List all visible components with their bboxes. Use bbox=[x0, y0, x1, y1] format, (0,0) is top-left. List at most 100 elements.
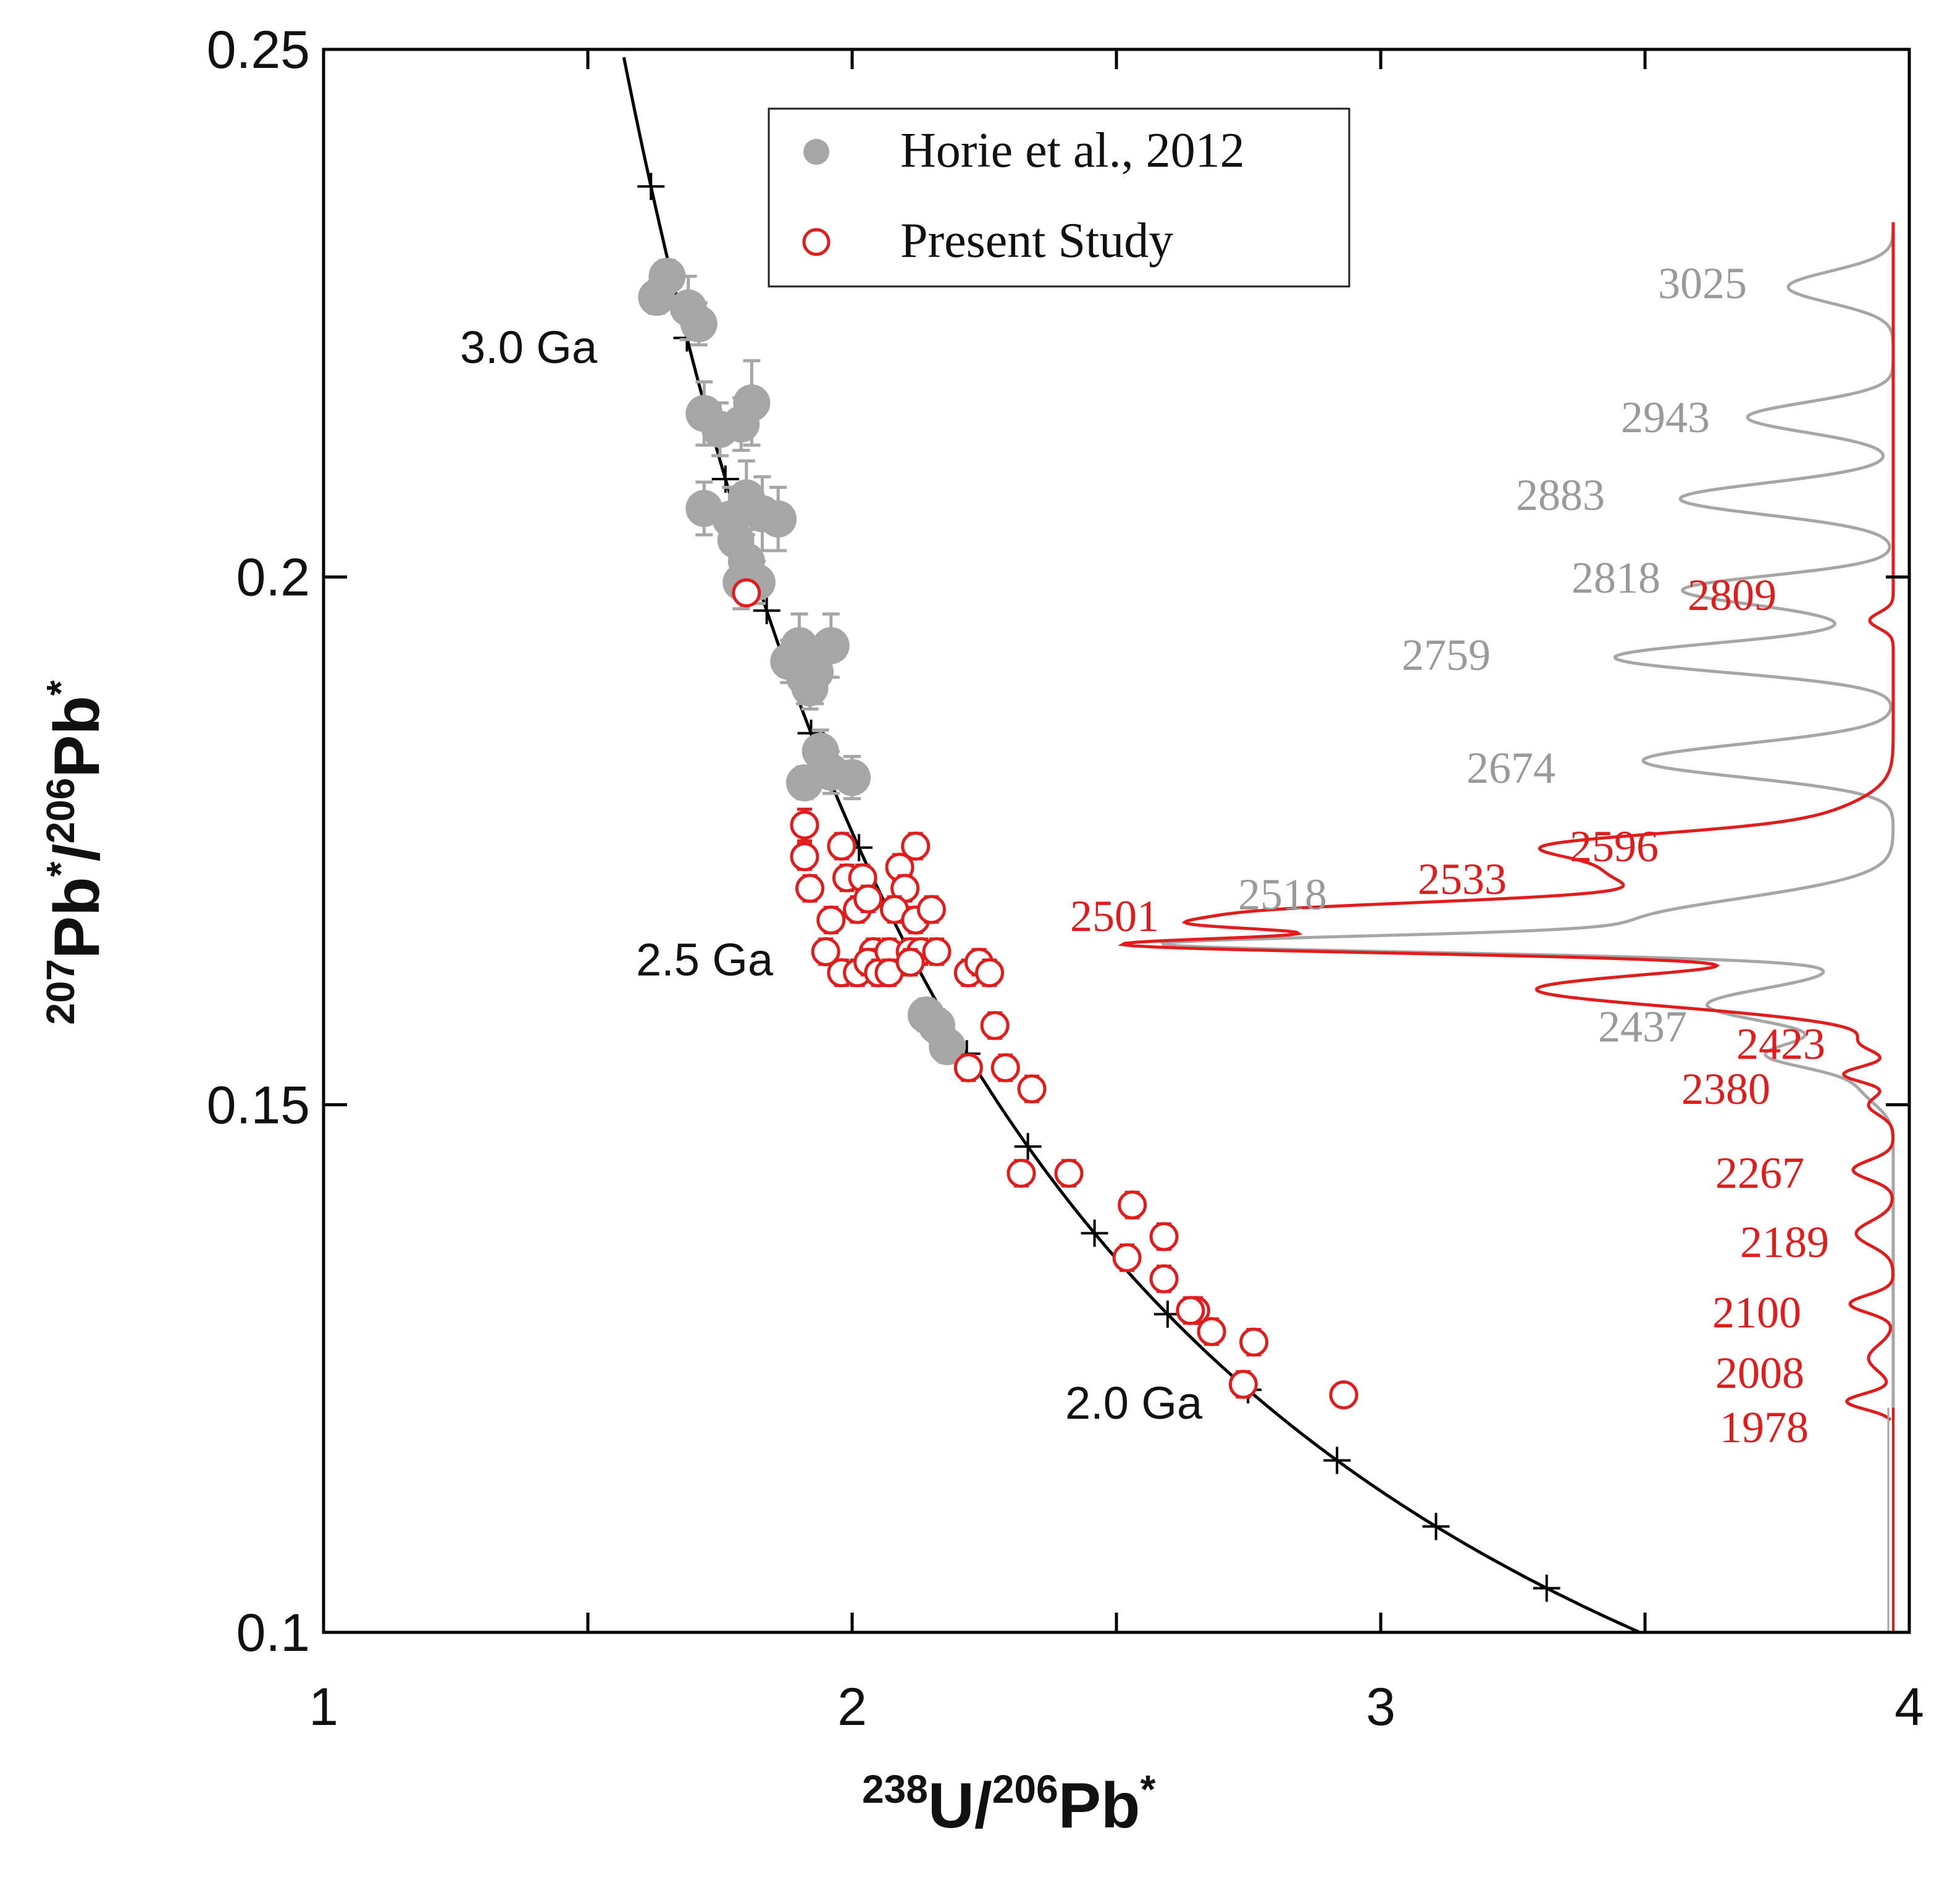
present-study-marker bbox=[922, 937, 952, 966]
peak-label: 2759 bbox=[1402, 630, 1491, 680]
horie-data-point bbox=[638, 278, 676, 316]
present-study-marker bbox=[916, 895, 946, 924]
peak-label: 2518 bbox=[1238, 870, 1327, 919]
x-axis-title: 238U/206Pb* bbox=[862, 1767, 1155, 1842]
present-study-data-point bbox=[1112, 1243, 1142, 1272]
y-tick-label: 0.1 bbox=[236, 1603, 310, 1663]
legend-label-horie: Horie et al., 2012 bbox=[900, 123, 1245, 178]
x-tick-label: 4 bbox=[1894, 1677, 1924, 1737]
peak-label: 2423 bbox=[1736, 1019, 1825, 1069]
legend-label-present: Present Study bbox=[900, 214, 1173, 268]
y-title-base3: Pb bbox=[41, 696, 113, 778]
data-points bbox=[638, 257, 1358, 1409]
present-study-data-point bbox=[811, 937, 840, 966]
present-study-data-point bbox=[975, 958, 1005, 988]
present-study-data-point bbox=[1007, 1158, 1036, 1188]
present-study-data-point bbox=[827, 832, 856, 861]
y-tick-label: 0.15 bbox=[207, 1075, 310, 1135]
horie-marker bbox=[812, 627, 850, 664]
present-study-marker bbox=[990, 1053, 1020, 1083]
age-label-3-0: 3.0 Ga bbox=[460, 322, 598, 373]
present-study-marker bbox=[853, 884, 883, 914]
y-tick-label: 0.25 bbox=[207, 20, 310, 80]
peak-label: 2943 bbox=[1621, 393, 1710, 442]
present-study-data-point bbox=[895, 948, 925, 977]
present-study-marker bbox=[1112, 1243, 1142, 1272]
present-study-marker bbox=[1239, 1327, 1269, 1357]
concordia-age-mark bbox=[637, 173, 665, 201]
concordia-age-mark bbox=[1323, 1447, 1351, 1474]
present-study-data-point bbox=[1329, 1380, 1358, 1409]
horie-data-point bbox=[733, 359, 771, 447]
present-study-marker bbox=[901, 832, 931, 861]
x-tick-label: 1 bbox=[309, 1677, 338, 1737]
y-title-sup4: * bbox=[38, 680, 83, 696]
x-title-sup2: 206 bbox=[992, 1767, 1058, 1811]
y-title-sup2: * bbox=[38, 861, 83, 877]
x-title-sup3: * bbox=[1140, 1767, 1155, 1811]
concordia-age-mark bbox=[1081, 1219, 1108, 1247]
density-curves bbox=[1118, 222, 1895, 1632]
present-study-marker bbox=[1149, 1264, 1179, 1293]
present-study-marker bbox=[975, 958, 1005, 988]
age-label-2-0: 2.0 Ga bbox=[1065, 1377, 1203, 1429]
present-study-marker bbox=[953, 1053, 983, 1083]
present-study-marker bbox=[1118, 1190, 1147, 1220]
peak-labels-horie: 3025 2943 2883 2818 2759 2674 2518 2437 bbox=[1238, 259, 1747, 1051]
y-title-sup1: 207 bbox=[38, 959, 83, 1025]
horie-marker bbox=[785, 764, 823, 801]
present-study-density-curve bbox=[1118, 222, 1895, 1421]
horie-data-point bbox=[785, 764, 823, 801]
present-study-data-point bbox=[1197, 1317, 1226, 1347]
present-study-marker bbox=[895, 948, 925, 977]
horie-data-point bbox=[680, 301, 718, 347]
present-study-marker bbox=[795, 874, 825, 903]
horie-data-point bbox=[834, 754, 871, 801]
horie-marker bbox=[834, 759, 871, 796]
present-study-data-point bbox=[795, 874, 825, 903]
present-study-data-point bbox=[790, 808, 819, 843]
present-study-data-point bbox=[1118, 1190, 1147, 1220]
horie-marker bbox=[760, 500, 797, 538]
present-study-marker bbox=[1228, 1369, 1258, 1399]
present-study-data-point bbox=[874, 958, 904, 988]
horie-marker bbox=[638, 278, 676, 316]
y-title-sup3: 206 bbox=[38, 778, 83, 844]
legend-box bbox=[768, 107, 1350, 288]
present-study-data-point bbox=[1149, 1222, 1179, 1251]
present-study-data-point bbox=[980, 1011, 1010, 1040]
peak-label: 2674 bbox=[1467, 743, 1555, 793]
horie-marker bbox=[733, 384, 771, 422]
present-study-data-point bbox=[732, 578, 761, 608]
horie-data-point bbox=[760, 485, 797, 553]
present-study-data-point bbox=[885, 853, 915, 882]
present-study-data-point bbox=[816, 905, 846, 935]
present-study-data-point bbox=[901, 832, 931, 861]
peak-label: 1978 bbox=[1720, 1403, 1809, 1452]
peak-label: 2533 bbox=[1418, 854, 1507, 904]
concordia-curve bbox=[622, 57, 1639, 1634]
present-study-marker bbox=[1197, 1317, 1226, 1347]
present-study-data-point bbox=[1149, 1264, 1179, 1293]
peak-label: 2596 bbox=[1570, 822, 1659, 871]
present-study-data-point bbox=[790, 842, 819, 872]
present-study-marker bbox=[790, 842, 819, 872]
present-study-data-point bbox=[922, 937, 952, 966]
peak-label: 2883 bbox=[1516, 470, 1605, 520]
age-label-2-5: 2.5 Ga bbox=[636, 934, 774, 985]
present-study-marker bbox=[732, 578, 761, 608]
peak-label: 2189 bbox=[1740, 1217, 1829, 1267]
x-tick-label: 3 bbox=[1366, 1677, 1396, 1737]
x-title-base2: Pb bbox=[1058, 1770, 1141, 1842]
x-title-sup1: 238 bbox=[862, 1767, 928, 1811]
concordia-age-mark bbox=[1014, 1133, 1042, 1161]
present-study-marker bbox=[1054, 1158, 1084, 1188]
y-tick-label: 0.2 bbox=[236, 548, 310, 608]
y-title-base2: / bbox=[41, 844, 113, 862]
horie-marker bbox=[680, 305, 718, 343]
present-study-data-point bbox=[1228, 1369, 1258, 1399]
present-study-data-point bbox=[1239, 1327, 1269, 1357]
concordia-age-mark bbox=[753, 597, 781, 625]
present-study-marker bbox=[811, 937, 840, 966]
